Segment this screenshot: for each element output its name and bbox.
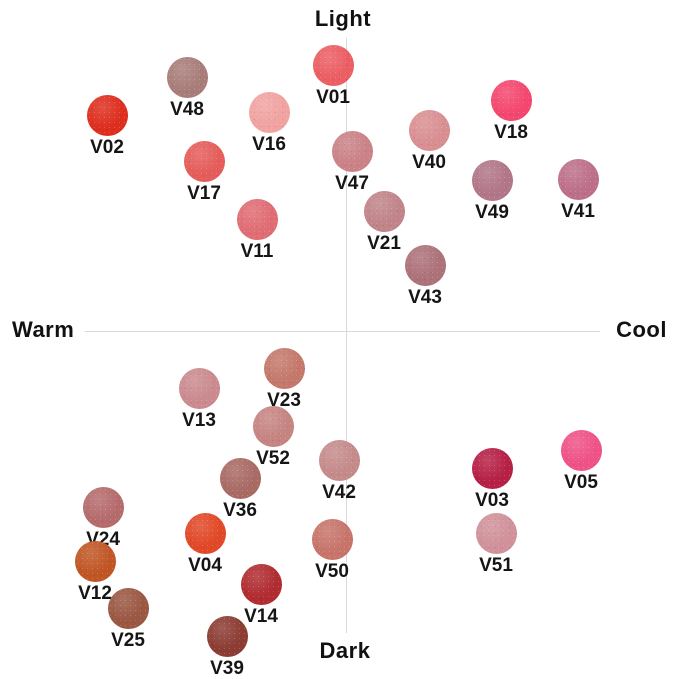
shade-dot [83,487,124,528]
axis-label-cool: Cool [616,317,667,342]
shade-dot [179,368,220,409]
shade-label: V50 [315,561,349,582]
shade-label: V43 [408,287,442,308]
shade-label: V49 [475,202,509,223]
shade-dot [332,131,373,172]
axis-label-dark: Dark [319,638,371,663]
shade-label: V36 [223,500,257,521]
shade-label: V17 [187,183,221,204]
shade-label: V47 [335,173,369,194]
shade-label: V41 [561,201,595,222]
shade-label: V23 [267,390,301,411]
shade-dot [476,513,517,554]
shade-dot [108,588,149,629]
shade-dot [558,159,599,200]
shade-dot [167,57,208,98]
shade-label: V03 [475,490,509,511]
shade-dot [241,564,282,605]
shade-label: V11 [240,241,274,262]
shade-dot [491,80,532,121]
shade-dot [220,458,261,499]
shade-label: V39 [210,658,244,679]
shade-dot [87,95,128,136]
shade-label: V12 [78,583,112,604]
shade-dot [75,541,116,582]
shade-label: V04 [188,555,222,576]
shade-label: V52 [256,448,290,469]
shade-dot [249,92,290,133]
light-dark-axis-line [346,38,347,633]
shade-label: V21 [367,233,401,254]
shade-dot [264,348,305,389]
shade-label: V16 [252,134,286,155]
shade-label: V13 [182,410,216,431]
shade-label: V40 [412,152,446,173]
shade-label: V48 [170,99,204,120]
shade-dot [185,513,226,554]
axis-label-warm: Warm [12,317,75,342]
shade-dot [364,191,405,232]
shade-dot [207,616,248,657]
shade-dot [253,406,294,447]
shade-dot [561,430,602,471]
shade-dot [313,45,354,86]
shade-dot [184,141,225,182]
shade-dot [472,160,513,201]
warm-cool-axis-line [85,331,600,332]
shade-label: V42 [322,482,356,503]
shade-label: V51 [479,555,513,576]
shade-dot [409,110,450,151]
shade-label: V18 [494,122,528,143]
shade-label: V02 [90,137,124,158]
shade-label: V25 [111,630,145,651]
shade-label: V01 [316,87,350,108]
shade-dot [319,440,360,481]
shade-dot [237,199,278,240]
shade-label: V05 [564,472,598,493]
shade-dot [472,448,513,489]
shade-label: V14 [244,606,278,627]
shade-dot [312,519,353,560]
shade-dot [405,245,446,286]
axis-label-light: Light [314,6,372,31]
